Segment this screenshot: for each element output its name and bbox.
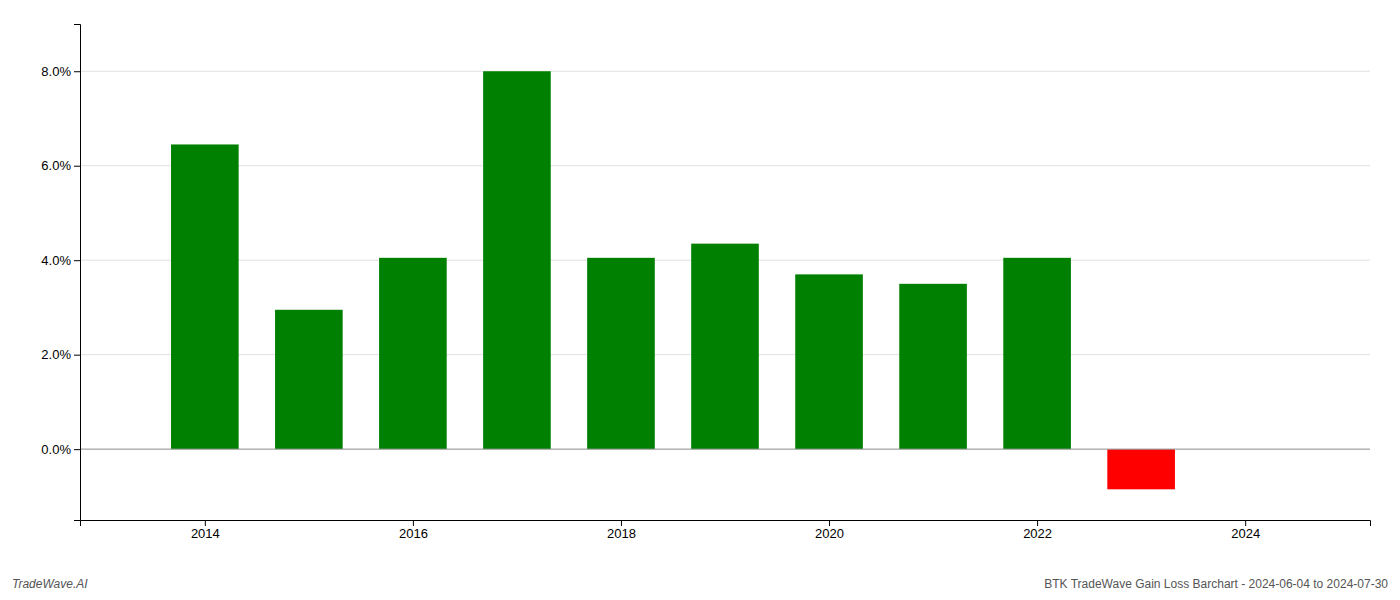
y-tick-mark <box>74 260 80 261</box>
x-tick: 2014 <box>191 520 220 541</box>
y-tick: 6.0% <box>41 158 80 173</box>
x-tick: 2020 <box>815 520 844 541</box>
grid-line <box>80 449 1370 450</box>
x-tick-label: 2022 <box>1023 526 1052 541</box>
x-tick-mark <box>621 520 622 526</box>
x-tick-label: 2024 <box>1231 526 1260 541</box>
y-tick-mark <box>74 449 80 450</box>
bar <box>899 284 967 449</box>
x-tick-label: 2018 <box>607 526 636 541</box>
grid <box>80 71 1370 449</box>
y-axis-line <box>74 25 81 521</box>
x-tick-mark <box>205 520 206 526</box>
plot: 0.0% 2.0% 4.0% 6.0% 8.0% 2014 2016 2018 2020 2022… <box>41 25 1370 542</box>
bars <box>171 71 1175 489</box>
y-tick: 4.0% <box>41 253 80 268</box>
zero-line <box>80 449 1370 450</box>
x-tick: 2022 <box>1023 520 1052 541</box>
y-tick: 8.0% <box>41 64 80 79</box>
x-tick: 2016 <box>399 520 428 541</box>
bar <box>1107 449 1175 489</box>
y-tick-label: 2.0% <box>41 347 71 362</box>
bar <box>691 244 759 449</box>
y-tick-label: 0.0% <box>41 442 71 457</box>
y-tick-label: 8.0% <box>41 64 71 79</box>
y-tick-mark <box>74 166 80 167</box>
bar <box>795 274 863 449</box>
chart: 0.0% 2.0% 4.0% 6.0% 8.0% 2014 2016 2018 2020 2022… <box>0 0 1400 600</box>
x-axis-line <box>81 521 1371 527</box>
x-tick-label: 2014 <box>191 526 220 541</box>
x-tick-mark <box>413 520 414 526</box>
y-tick: 2.0% <box>41 347 80 362</box>
y-tick-label: 6.0% <box>41 158 71 173</box>
grid-line <box>80 71 1370 72</box>
bar <box>171 144 239 449</box>
x-tick: 2024 <box>1231 520 1260 541</box>
bar <box>483 71 551 449</box>
bar <box>1003 258 1071 449</box>
y-tick-mark <box>74 71 80 72</box>
x-tick-label: 2016 <box>399 526 428 541</box>
x-tick-mark <box>1037 520 1038 526</box>
x-tick-mark <box>1245 520 1246 526</box>
grid-line <box>80 165 1370 166</box>
y-tick-mark <box>74 355 80 356</box>
y-tick: 0.0% <box>41 442 80 457</box>
footer-right: BTK TradeWave Gain Loss Barchart - 2024-… <box>1044 577 1388 591</box>
x-tick: 2018 <box>607 520 636 541</box>
y-tick-label: 4.0% <box>41 253 71 268</box>
footer-left: TradeWave.AI <box>12 577 88 591</box>
bar <box>587 258 655 449</box>
bar <box>379 258 447 449</box>
x-axis: 2014 2016 2018 2020 2022 2024 <box>81 520 1371 541</box>
x-tick-mark <box>829 520 830 526</box>
x-tick-label: 2020 <box>815 526 844 541</box>
bar <box>275 310 343 449</box>
y-axis: 0.0% 2.0% 4.0% 6.0% 8.0% <box>41 25 80 521</box>
